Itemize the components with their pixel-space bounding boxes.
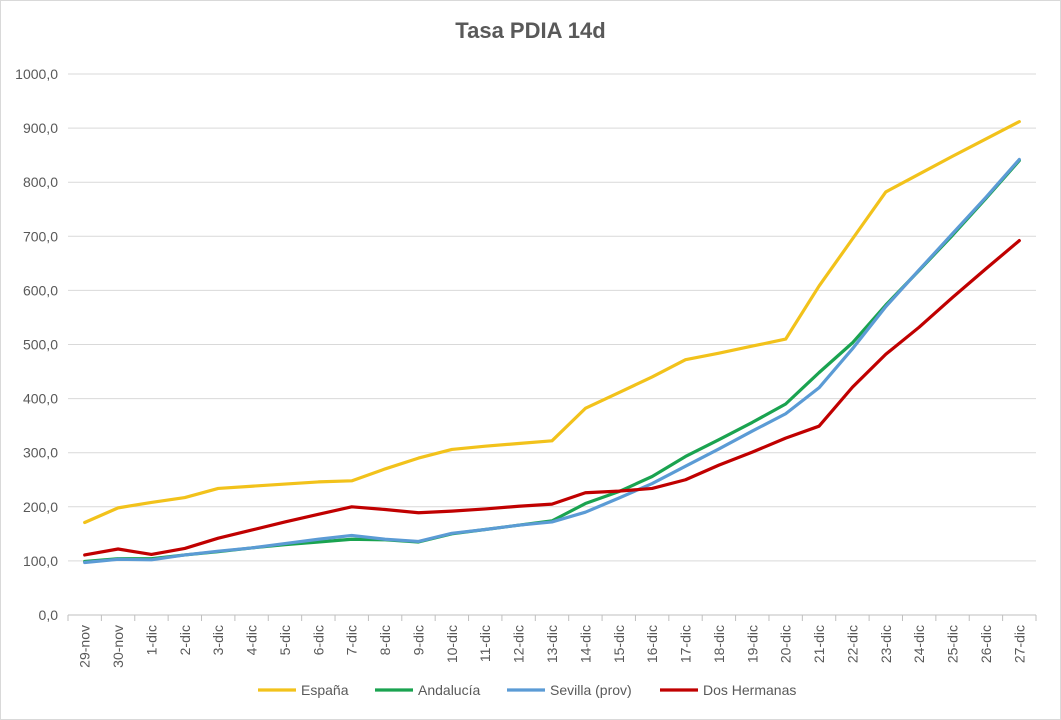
x-tick-label: 6-dic — [310, 625, 326, 655]
x-tick-label: 1-dic — [143, 625, 159, 655]
x-tick-label: 21-dic — [811, 625, 827, 663]
x-tick-label: 19-dic — [744, 625, 760, 663]
y-tick-label: 800,0 — [23, 174, 58, 190]
x-tick-label: 9-dic — [410, 625, 426, 655]
x-tick-label: 5-dic — [277, 625, 293, 655]
x-tick-label: 20-dic — [778, 625, 794, 663]
x-tick-label: 14-dic — [577, 625, 593, 663]
y-tick-label: 0,0 — [39, 607, 59, 623]
x-tick-label: 16-dic — [644, 625, 660, 663]
series-line-sevilla-prov- — [83, 157, 1021, 565]
axes: 0,0 100,0 200,0 300,0 400,0 500,0 600,0 700,0 80… — [15, 66, 1037, 668]
y-tick-label: 100,0 — [23, 553, 58, 569]
y-tick-label: 200,0 — [23, 499, 58, 515]
y-tick-label: 700,0 — [23, 228, 58, 244]
x-tick-label: 25-dic — [945, 625, 961, 663]
series-line-dos-hermanas — [83, 239, 1021, 557]
chart-title: Tasa PDIA 14d — [455, 18, 606, 43]
y-tick-label: 400,0 — [23, 391, 58, 407]
y-tick-label: 900,0 — [23, 120, 58, 136]
x-tick-label: 18-dic — [711, 625, 727, 663]
x-tick-label: 17-dic — [678, 625, 694, 663]
x-tick-label: 3-dic — [210, 625, 226, 655]
x-tick-label: 12-dic — [511, 625, 527, 663]
legend-label: España — [301, 682, 349, 698]
x-tick-label: 23-dic — [878, 625, 894, 663]
legend: España Andalucía Sevilla (prov) Dos Hermana… — [258, 682, 796, 698]
legend-label: Dos Hermanas — [703, 682, 796, 698]
series-lines — [83, 120, 1021, 565]
x-tick-label: 7-dic — [344, 625, 360, 655]
series-line-espa-a — [83, 120, 1021, 525]
y-tick-label: 300,0 — [23, 445, 58, 461]
x-tick-label: 4-dic — [244, 625, 260, 655]
gridlines — [68, 73, 1036, 562]
x-tick-label: 11-dic — [477, 625, 493, 662]
legend-label: Sevilla (prov) — [550, 682, 632, 698]
x-tick-label: 26-dic — [978, 625, 994, 663]
x-tick-label: 22-dic — [844, 625, 860, 663]
x-tick-label: 13-dic — [544, 625, 560, 663]
y-tick-label: 1000,0 — [15, 66, 58, 82]
x-tick-label: 29-nov — [77, 625, 93, 668]
legend-label: Andalucía — [418, 682, 480, 698]
x-tick-label: 8-dic — [377, 625, 393, 655]
x-tick-label: 15-dic — [611, 625, 627, 663]
y-tick-label: 500,0 — [23, 337, 58, 353]
x-tick-label: 27-dic — [1011, 625, 1027, 663]
x-tick-label: 30-nov — [110, 625, 126, 668]
y-tick-label: 600,0 — [23, 282, 58, 298]
x-tick-label: 2-dic — [177, 625, 193, 655]
x-tick-label: 10-dic — [444, 625, 460, 663]
x-tick-label: 24-dic — [911, 625, 927, 663]
